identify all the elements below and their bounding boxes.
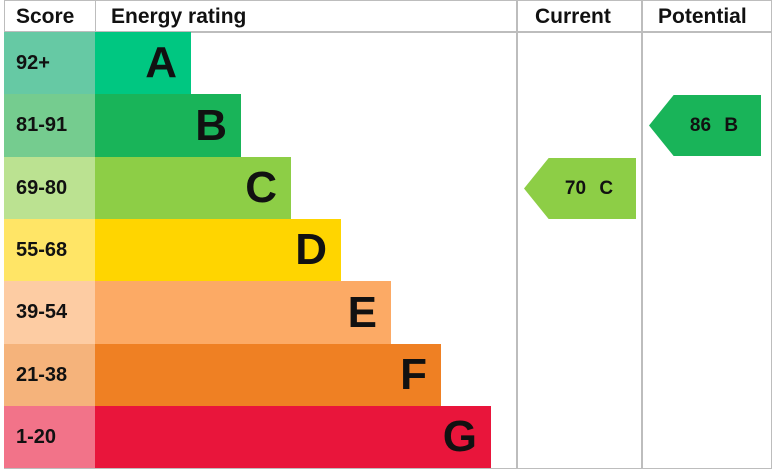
- score-range-c: 69-80: [4, 157, 95, 219]
- header-divider: [4, 31, 772, 33]
- current-rating-arrow: 70 C: [524, 158, 636, 219]
- header-potential: Potential: [658, 5, 747, 28]
- rating-bar-d: D: [95, 219, 341, 281]
- header-score: Score: [16, 5, 75, 28]
- rating-bar-a: A: [95, 32, 191, 94]
- divider-current: [516, 0, 518, 469]
- rating-bar-c: C: [95, 157, 291, 219]
- header-energy-rating: Energy rating: [111, 5, 247, 28]
- score-range-f: 21-38: [4, 344, 95, 406]
- divider-potential: [641, 0, 643, 469]
- score-range-g: 1-20: [4, 406, 95, 468]
- score-range-b: 81-91: [4, 94, 95, 157]
- rating-bar-b: B: [95, 94, 241, 157]
- border-bottom: [4, 468, 772, 469]
- rating-bar-f: F: [95, 344, 441, 406]
- potential-rating-arrow: 86 B: [649, 95, 761, 156]
- border-right: [771, 0, 772, 469]
- rating-bar-g: G: [95, 406, 491, 468]
- border-top: [4, 0, 772, 1]
- score-range-d: 55-68: [4, 219, 95, 281]
- score-range-a: 92+: [4, 32, 95, 94]
- divider-score: [95, 0, 96, 32]
- header-current: Current: [535, 5, 611, 28]
- score-range-e: 39-54: [4, 281, 95, 344]
- rating-bar-e: E: [95, 281, 391, 344]
